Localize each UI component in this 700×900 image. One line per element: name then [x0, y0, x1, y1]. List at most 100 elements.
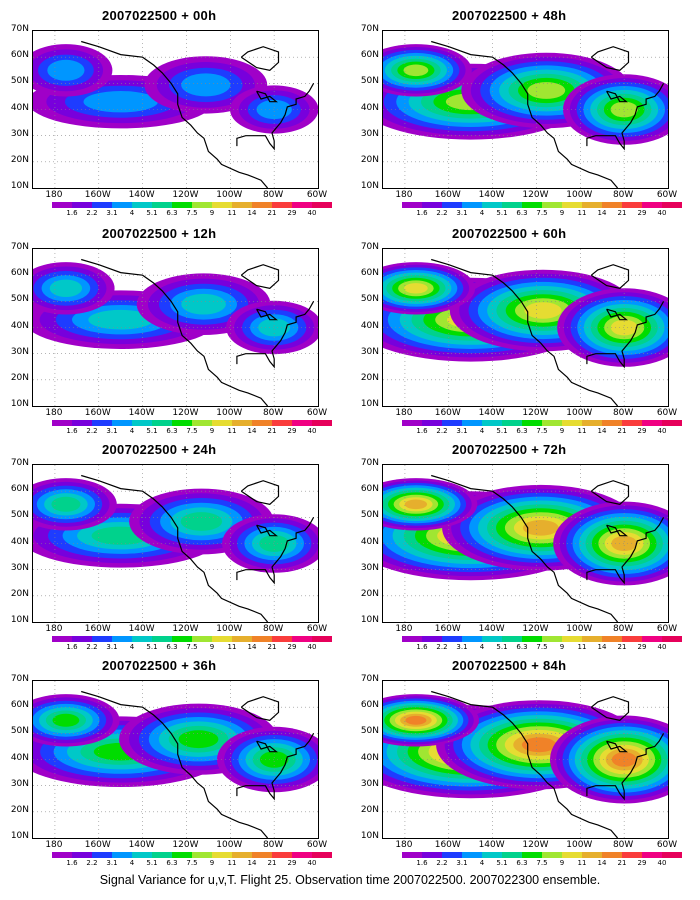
lat-tick-label: 40N — [10, 752, 29, 763]
colorbar-label: 29 — [637, 859, 647, 867]
lat-tick-label: 50N — [360, 726, 379, 737]
colorbar-label: 7.5 — [186, 643, 198, 651]
colorbar-label: 6.3 — [166, 643, 178, 651]
lon-tick-label: 140W — [478, 190, 505, 200]
variance-contour — [611, 535, 638, 552]
colorbar-label: 11 — [577, 859, 587, 867]
coastline — [606, 740, 628, 753]
panel-title: 2007022500 + 12h — [102, 226, 217, 241]
lat-tick-label: 60N — [360, 50, 379, 61]
variance-contour — [610, 101, 638, 118]
variance-contour — [181, 73, 231, 97]
lon-tick-label: 100W — [216, 840, 243, 850]
coastline — [606, 308, 628, 321]
coastline — [256, 740, 278, 753]
colorbar-label: 9 — [209, 643, 215, 651]
lat-tick-label: 50N — [360, 510, 379, 521]
lon-tick-label: 80W — [612, 408, 634, 418]
lat-tick-label: 10N — [360, 831, 379, 841]
colorbar-label: 3.1 — [456, 427, 468, 435]
colorbar-swatch — [312, 852, 332, 858]
colorbar-label: 6.3 — [516, 859, 528, 867]
coastline — [590, 46, 630, 71]
lat-tick-label: 60N — [360, 268, 379, 279]
variance-contour — [47, 59, 85, 81]
colorbar-swatch — [232, 202, 252, 208]
variance-contour — [524, 302, 562, 319]
colorbar-label: 14 — [247, 859, 257, 867]
colorbar-swatch — [212, 636, 232, 642]
colorbar-swatch — [482, 852, 502, 858]
colorbar-swatch — [252, 202, 272, 208]
colorbar-label: 1.6 — [66, 859, 78, 867]
colorbar-swatch — [292, 202, 312, 208]
colorbar-swatch — [562, 420, 582, 426]
variance-contour — [522, 520, 559, 536]
variance-contour — [83, 91, 158, 113]
coastline — [256, 308, 278, 321]
variance-contour — [405, 715, 427, 725]
colorbar-label: 4 — [129, 427, 135, 435]
colorbar-swatch — [212, 420, 232, 426]
panel-title: 2007022500 + 24h — [102, 442, 217, 457]
lon-tick-label: 100W — [216, 190, 243, 200]
colorbar-label: 4 — [129, 859, 135, 867]
variance-map — [382, 30, 669, 189]
variance-map — [382, 464, 669, 623]
colorbar-label: 21 — [267, 859, 277, 867]
colorbar-label: 21 — [267, 427, 277, 435]
variance-map — [32, 30, 319, 189]
colorbar-swatch — [662, 852, 682, 858]
lon-tick-label: 60W — [306, 190, 328, 200]
colorbar-label: 5.1 — [146, 643, 158, 651]
colorbar-swatch — [272, 636, 292, 642]
colorbar-swatch — [562, 202, 582, 208]
colorbar-label: 5.1 — [146, 209, 158, 217]
lon-tick-label: 60W — [656, 408, 678, 418]
lon-tick-label: 140W — [128, 190, 155, 200]
coastline — [431, 40, 619, 188]
colorbar-swatch — [502, 852, 522, 858]
colorbar-label: 40 — [657, 427, 667, 435]
colorbar-swatch — [72, 852, 92, 858]
coastline — [236, 301, 315, 369]
colorbar-label: 1.6 — [416, 859, 428, 867]
colorbar — [52, 420, 332, 426]
colorbar-swatch — [442, 202, 462, 208]
colorbar-swatch — [112, 852, 132, 858]
colorbar-label: 11 — [227, 859, 237, 867]
colorbar-label: 14 — [597, 427, 607, 435]
coastline — [81, 40, 269, 188]
lon-tick-label: 160W — [434, 190, 461, 200]
lon-tick-label: 140W — [128, 840, 155, 850]
colorbar-swatch — [92, 420, 112, 426]
lat-tick-label: 20N — [360, 804, 379, 815]
coastline — [590, 480, 630, 505]
panel-title: 2007022500 + 84h — [452, 658, 567, 673]
colorbar-swatch — [132, 852, 152, 858]
lat-tick-label: 10N — [10, 181, 29, 191]
colorbar-swatch — [112, 202, 132, 208]
colorbar-swatch — [582, 636, 602, 642]
colorbar-swatch — [172, 636, 192, 642]
colorbar-label: 4 — [479, 427, 485, 435]
variance-contour — [611, 752, 637, 767]
lat-tick-label: 30N — [10, 778, 29, 789]
colorbar-swatch — [442, 420, 462, 426]
colorbar-swatch — [502, 420, 522, 426]
colorbar-swatch — [602, 420, 622, 426]
colorbar-label: 1.6 — [66, 209, 78, 217]
colorbar-label: 3.1 — [456, 209, 468, 217]
lat-tick-label: 30N — [10, 346, 29, 357]
colorbar-label: 2.2 — [86, 859, 98, 867]
variance-contour — [256, 99, 292, 120]
variance-map — [382, 248, 669, 407]
colorbar-swatch — [272, 852, 292, 858]
colorbar-swatch — [422, 420, 442, 426]
colorbar-label: 7.5 — [536, 427, 548, 435]
coastline — [81, 258, 269, 406]
colorbar-swatch — [622, 852, 642, 858]
lon-tick-label: 180 — [395, 840, 413, 850]
colorbar — [52, 202, 332, 208]
lat-tick-label: 70N — [10, 24, 29, 34]
